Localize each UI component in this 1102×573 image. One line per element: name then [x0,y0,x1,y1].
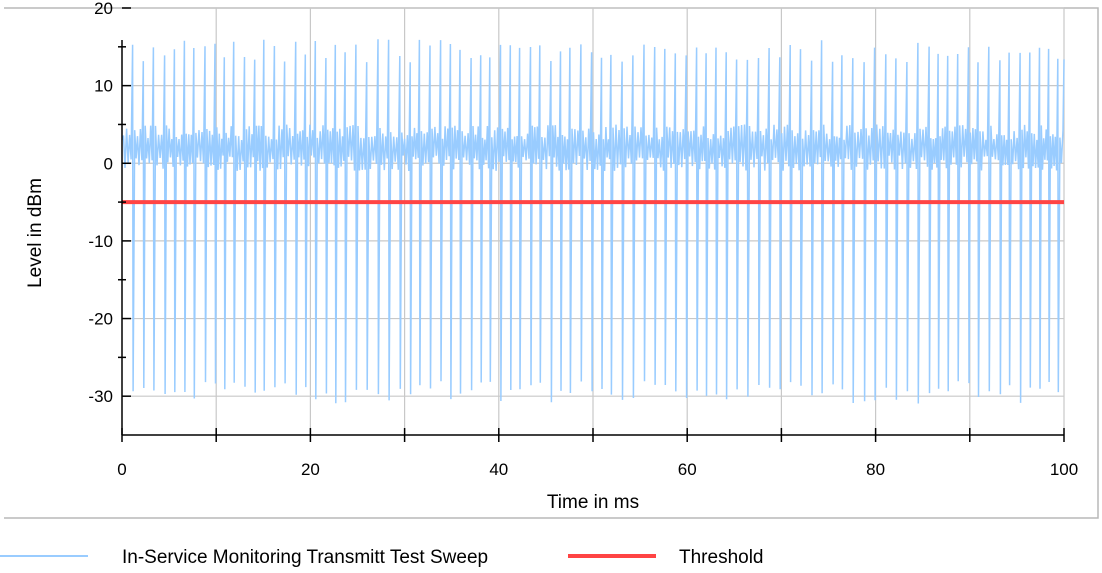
x-tick-label: 80 [866,460,885,479]
x-tick-label: 0 [117,460,126,479]
x-tick-label: 100 [1050,460,1078,479]
x-tick-label: 60 [678,460,697,479]
y-tick-label: 10 [94,77,113,96]
y-tick-label: -30 [88,387,113,406]
legend-label-threshold: Threshold [679,547,764,568]
y-tick-label: -10 [88,232,113,251]
y-tick-label: 20 [94,0,113,18]
x-tick-label: 20 [301,460,320,479]
legend-label-sweep: In-Service Monitoring Transmitt Test Swe… [122,547,488,568]
series-line-sweep [121,39,1065,404]
x-axis-title: Time in ms [547,492,639,513]
y-tick-label: 0 [104,154,113,173]
y-axis-title: Level in dBm [25,178,46,288]
legend: In-Service Monitoring Transmitt Test Swe… [0,547,764,568]
x-tick-label: 40 [489,460,508,479]
series-layer [121,39,1065,404]
y-tick-label: -20 [88,310,113,329]
